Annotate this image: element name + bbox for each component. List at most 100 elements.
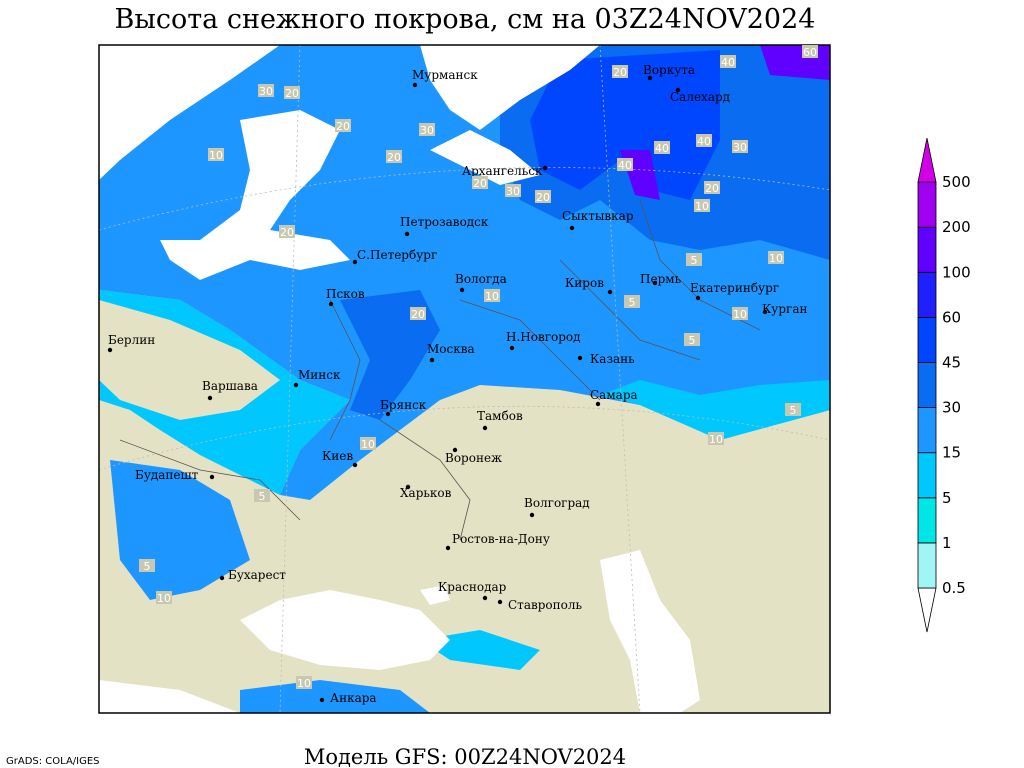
legend-swatch [917, 362, 937, 408]
city-dot [509, 345, 515, 351]
legend-label: 500 [942, 173, 971, 191]
contour-label: 10 [485, 290, 499, 303]
city-dot [352, 259, 358, 265]
legend-label: 45 [942, 354, 961, 372]
city-label: Воркута [643, 63, 695, 77]
city-label: Казань [590, 352, 635, 366]
contour-label: 40 [618, 159, 632, 172]
contour-label-box [785, 403, 801, 416]
city-label: Краснодар [438, 580, 507, 594]
contour-label-box [684, 333, 700, 346]
city-label: Бухарест [228, 568, 286, 582]
contour-label: 10 [709, 433, 723, 446]
legend-label: 0.5 [942, 579, 966, 597]
city-dot [107, 347, 113, 353]
city-label: Минск [298, 368, 341, 382]
city-label: Харьков [400, 486, 452, 500]
contour-label-box [708, 432, 724, 445]
city-label: Воронеж [445, 451, 502, 465]
city-dot [319, 697, 325, 703]
legend-swatch [917, 542, 937, 589]
contour-label-box [335, 119, 351, 132]
city-label: Вологда [455, 272, 507, 286]
legend-swatch [917, 497, 937, 544]
contour-label: 5 [629, 296, 636, 309]
footer-credit: GrADS: COLA/IGES [6, 756, 100, 767]
city-label: Анкара [330, 691, 377, 705]
contour-label: 40 [697, 135, 711, 148]
city-dot [445, 545, 451, 551]
legend-label: 200 [942, 218, 971, 236]
city-label: Москва [427, 342, 475, 356]
contour-label-box [208, 148, 224, 161]
contour-label: 20 [473, 177, 487, 190]
city-dot [207, 395, 213, 401]
contour-label-box [386, 150, 402, 163]
contour-label-box [686, 253, 702, 266]
contour-label: 5 [691, 254, 698, 267]
city-label: Тамбов [477, 409, 523, 423]
city-dot [482, 425, 488, 431]
contour-label: 20 [536, 191, 550, 204]
city-dot [385, 411, 391, 417]
city-dot [497, 599, 503, 605]
city-label: Киров [565, 276, 604, 290]
city-dot [695, 295, 701, 301]
city-label: Ставрополь [508, 598, 582, 612]
city-dot [762, 309, 768, 315]
city-dot [459, 287, 465, 293]
city-label: Волгоград [524, 496, 590, 510]
contour-label: 60 [803, 46, 817, 59]
city-label: Н.Новгород [506, 330, 581, 344]
contour-label-box [484, 289, 500, 302]
contour-label-box [535, 190, 551, 203]
city-dot [429, 357, 435, 363]
contour-label: 20 [285, 87, 299, 100]
city-dot [404, 231, 410, 237]
contour-label: 10 [157, 592, 171, 605]
city-label: Сыктывкар [562, 209, 634, 223]
city-dot [209, 474, 215, 480]
city-dot [652, 280, 658, 286]
contour-label: 10 [209, 149, 223, 162]
city-dot [529, 512, 535, 518]
contour-label-box [704, 181, 720, 194]
city-label: Екатеринбург [690, 281, 779, 295]
contour-label-box [410, 307, 426, 320]
contour-label: 10 [297, 677, 311, 690]
city-dot [675, 87, 681, 93]
city-label: Берлин [108, 333, 155, 347]
city-dot [328, 301, 334, 307]
contour-label: 40 [721, 56, 735, 69]
legend-label: 5 [942, 489, 952, 507]
legend-arrow [917, 587, 937, 633]
city-dot [647, 75, 653, 81]
legend-label: 30 [942, 399, 961, 417]
contour-label: 30 [259, 85, 273, 98]
contour-label: 5 [790, 404, 797, 417]
contour-label-box [296, 676, 312, 689]
city-layer: Мурманск Воркута Салехард Архангельск Сыктыв… [107, 63, 807, 705]
city-label: Петрозаводск [400, 215, 489, 229]
contour-label-box [156, 591, 172, 604]
contour-label: 30 [420, 124, 434, 137]
legend-swatch [917, 271, 937, 318]
contour-label: 20 [387, 151, 401, 164]
contour-label-box [258, 84, 274, 97]
contour-label: 40 [655, 142, 669, 155]
city-label: Ростов-на-Дону [452, 532, 550, 546]
contour-label-box [139, 559, 155, 572]
contour-layer: 30 20 20 30 20 10 20 20 30 20 40 40 40 30 20 10 10 5 20 10 5… [139, 45, 818, 690]
map [99, 45, 830, 713]
legend-swatch [917, 226, 937, 273]
legend-swatch [917, 407, 937, 454]
contour-label: 20 [280, 226, 294, 239]
city-label: Брянск [380, 398, 427, 412]
contour-label-box [654, 141, 670, 154]
city-dot [482, 595, 488, 601]
city-dot [219, 575, 225, 581]
contour-label: 5 [259, 490, 266, 503]
map-frame [98, 44, 831, 714]
city-label: Варшава [202, 379, 258, 393]
